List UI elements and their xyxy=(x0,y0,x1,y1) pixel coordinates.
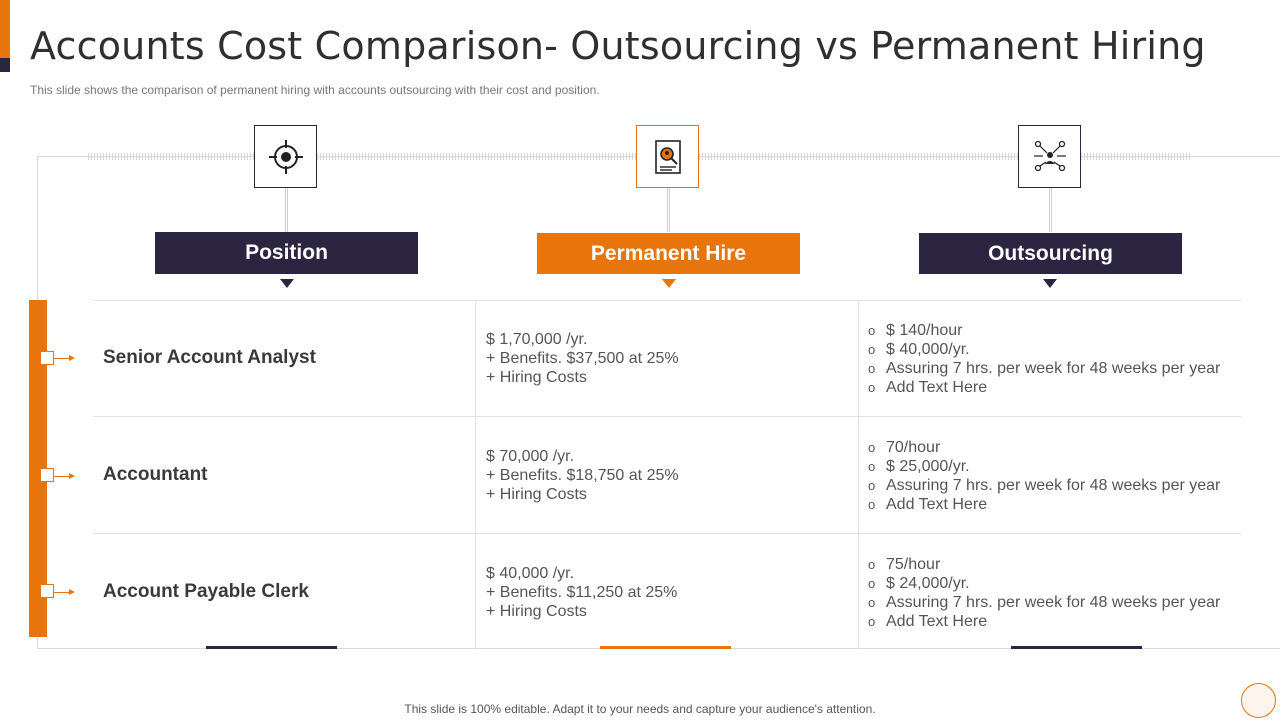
cost-line: + Hiring Costs xyxy=(486,369,587,386)
permanent-cost-cell: $ 40,000 /yr. + Benefits. $11,250 at 25%… xyxy=(486,564,677,621)
bullet-item: o Add Text Here xyxy=(868,496,988,513)
bullet-icon: o xyxy=(868,614,876,629)
icon-connector xyxy=(667,188,670,232)
row-side-bar xyxy=(29,300,47,637)
row-marker-arrow xyxy=(54,592,70,593)
bullet-icon: o xyxy=(868,459,876,474)
icon-connector xyxy=(285,188,288,232)
cost-line: + Benefits. $11,250 at 25% xyxy=(486,584,678,601)
row-marker-arrowhead xyxy=(69,473,75,479)
bullet-item: o Assuring 7 hrs. per week for 48 weeks p… xyxy=(868,477,1221,494)
bullet-item: o 70/hour xyxy=(868,439,941,456)
cost-line: $ 40,000 /yr. xyxy=(486,565,575,582)
bullet-icon: o xyxy=(868,440,876,455)
table-row-divider xyxy=(93,533,1241,534)
outsourcing-cost-cell: o 75/hour o $ 24,000/yr. o Assuring 7 hrs. … xyxy=(868,555,1220,631)
target-icon xyxy=(268,139,303,174)
column-bottom-accent xyxy=(1011,646,1142,649)
slide-title: Accounts Cost Comparison- Outsourcing vs… xyxy=(30,24,1206,68)
position-icon-box xyxy=(254,125,317,188)
bullet-icon: o xyxy=(868,595,876,610)
permanent-hire-icon-box xyxy=(636,125,699,188)
table-column-divider xyxy=(475,300,476,650)
table-row-divider xyxy=(93,416,1241,417)
bullet-icon: o xyxy=(868,478,876,493)
bullet-item: o $ 25,000/yr. xyxy=(868,458,970,475)
row-marker xyxy=(40,351,54,365)
cost-line: $ 70,000 /yr. xyxy=(486,448,575,465)
header-pointer xyxy=(1043,279,1057,288)
bullet-item: o Assuring 7 hrs. per week for 48 weeks p… xyxy=(868,360,1221,377)
cost-line: + Benefits. $18,750 at 25% xyxy=(486,467,679,484)
bullet-icon: o xyxy=(868,342,876,357)
cost-line: + Hiring Costs xyxy=(486,603,587,620)
outsourcing-icon-box xyxy=(1018,125,1081,188)
accent-bar-orange xyxy=(0,0,10,58)
outsourcing-cost-cell: o $ 140/hour o $ 40,000/yr. o Assuring 7 hr… xyxy=(868,321,1220,397)
bullet-item: o 75/hour xyxy=(868,556,941,573)
network-people-icon xyxy=(1033,140,1066,171)
bullet-icon: o xyxy=(868,557,876,572)
bullet-item: o Assuring 7 hrs. per week for 48 weeks p… xyxy=(868,594,1221,611)
cost-line: $ 1,70,000 /yr. xyxy=(486,331,588,348)
accent-bar-dark xyxy=(0,58,10,72)
slide-footer: This slide is 100% editable. Adapt it to… xyxy=(404,702,876,716)
slide-subtitle: This slide shows the comparison of perma… xyxy=(30,83,600,97)
bullet-item: o $ 140/hour xyxy=(868,322,963,339)
permanent-cost-cell: $ 1,70,000 /yr. + Benefits. $37,500 at 2… xyxy=(486,330,679,387)
dashed-divider xyxy=(88,153,254,160)
cost-line: + Benefits. $37,500 at 25% xyxy=(486,350,679,367)
row-position: Accountant xyxy=(103,464,208,485)
bullet-item: o Add Text Here xyxy=(868,379,988,396)
bullet-item: o Add Text Here xyxy=(868,613,988,630)
table-row-divider xyxy=(93,300,1241,301)
header-pointer xyxy=(662,279,676,288)
row-marker xyxy=(40,468,54,482)
document-search-icon xyxy=(654,139,681,174)
outsourcing-cost-cell: o 70/hour o $ 25,000/yr. o Assuring 7 hrs. … xyxy=(868,438,1220,514)
row-marker-arrow xyxy=(54,358,70,359)
header-pointer xyxy=(280,279,294,288)
row-position: Senior Account Analyst xyxy=(103,347,316,368)
row-marker-arrowhead xyxy=(69,589,75,595)
dashed-divider xyxy=(699,153,1018,160)
bullet-icon: o xyxy=(868,576,876,591)
header-position: Position xyxy=(155,232,418,274)
bullet-item: o $ 24,000/yr. xyxy=(868,575,970,592)
row-marker xyxy=(40,584,54,598)
cost-line: + Hiring Costs xyxy=(486,486,587,503)
column-bottom-accent xyxy=(600,646,731,649)
bullet-item: o $ 40,000/yr. xyxy=(868,341,970,358)
row-position: Account Payable Clerk xyxy=(103,581,309,602)
row-marker-arrowhead xyxy=(69,355,75,361)
bullet-icon: o xyxy=(868,380,876,395)
bullet-icon: o xyxy=(868,361,876,376)
icon-connector xyxy=(1049,188,1052,232)
header-outsourcing: Outsourcing xyxy=(919,233,1182,274)
table-column-divider xyxy=(858,300,859,650)
dashed-divider xyxy=(317,153,636,160)
permanent-cost-cell: $ 70,000 /yr. + Benefits. $18,750 at 25%… xyxy=(486,447,679,504)
column-bottom-accent xyxy=(206,646,337,649)
corner-circle-decoration xyxy=(1241,683,1276,718)
bullet-icon: o xyxy=(868,497,876,512)
header-permanent-hire: Permanent Hire xyxy=(537,233,800,274)
dashed-divider xyxy=(1081,153,1191,160)
bullet-icon: o xyxy=(868,323,876,338)
row-marker-arrow xyxy=(54,476,70,477)
